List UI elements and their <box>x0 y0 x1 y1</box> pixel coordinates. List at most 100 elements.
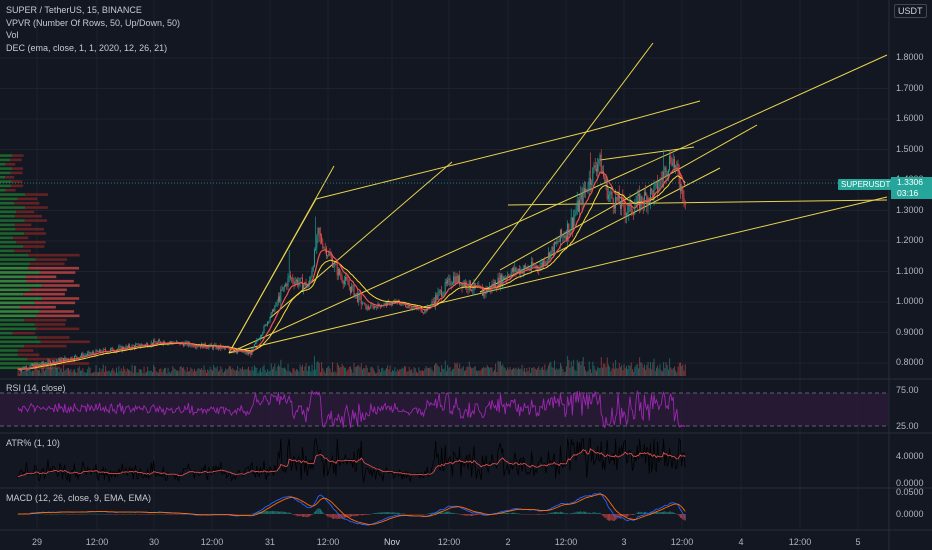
candle-body <box>371 305 373 306</box>
macd-hist-bar <box>660 511 662 514</box>
macd-hist-bar <box>171 514 173 515</box>
volume-bar <box>70 368 72 376</box>
volume-bar <box>534 368 536 376</box>
candle-body <box>35 363 37 368</box>
volume-indicator-label[interactable]: Vol <box>6 30 19 40</box>
volume-bar <box>672 368 674 376</box>
macd-hist-bar <box>154 513 156 515</box>
volume-bar <box>269 370 271 376</box>
candle-body <box>375 306 377 307</box>
volume-bar <box>311 364 313 376</box>
volume-bar <box>645 369 647 376</box>
macd-hist-bar <box>659 512 661 514</box>
macd-hist-bar <box>96 513 98 515</box>
rsi-pane-label[interactable]: RSI (14, close) <box>6 383 66 393</box>
macd-hist-bar <box>441 512 443 514</box>
macd-hist-bar <box>676 513 678 515</box>
volume-bar <box>551 367 553 376</box>
candle-body <box>145 343 147 345</box>
volume-bar <box>30 371 32 376</box>
macd-hist-bar <box>163 514 165 515</box>
candle-body <box>592 167 594 184</box>
candle-body <box>603 171 605 177</box>
currency-badge[interactable]: USDT <box>894 4 927 18</box>
volume-bar <box>424 368 426 376</box>
macd-hist-bar <box>141 514 143 515</box>
volume-bar <box>173 368 175 376</box>
candle-body <box>580 193 582 200</box>
macd-hist-bar <box>301 514 303 517</box>
candle-body <box>511 268 513 272</box>
candle-body <box>65 357 67 360</box>
vpvr-row-up <box>0 357 28 361</box>
macd-hist-bar <box>573 512 575 514</box>
symbol-title[interactable]: SUPER / TetherUS, 15, BINANCE <box>6 5 142 15</box>
volume-bar <box>460 368 462 376</box>
candle-body <box>582 188 584 205</box>
macd-hist-bar <box>363 514 365 516</box>
volume-bar <box>536 369 537 376</box>
volume-bar <box>372 368 374 376</box>
volume-bar <box>578 362 579 376</box>
volume-bar <box>503 367 505 376</box>
volume-bar <box>545 370 547 376</box>
macd-hist-bar <box>463 514 465 516</box>
macd-hist-bar <box>461 514 463 516</box>
macd-pane-label[interactable]: MACD (12, 26, close, 9, EMA, EMA) <box>6 493 152 503</box>
candle-body <box>633 213 635 215</box>
volume-bar <box>527 371 529 376</box>
candle-body <box>76 355 78 358</box>
volume-bar <box>400 369 402 376</box>
volume-bar <box>653 358 655 376</box>
candle-body <box>58 358 60 361</box>
candle-body <box>232 351 234 352</box>
candle-body <box>681 186 683 192</box>
volume-bar <box>608 364 609 376</box>
macd-hist-bar <box>599 512 601 514</box>
candle-body <box>562 235 564 237</box>
volume-bar <box>548 365 549 376</box>
candle-body <box>270 312 272 318</box>
macd-hist-bar <box>501 513 503 514</box>
volume-bar <box>281 367 283 376</box>
volume-bar <box>380 372 381 376</box>
candle-body <box>597 164 599 172</box>
macd-hist-bar <box>466 514 468 516</box>
volume-bar <box>287 364 289 376</box>
macd-hist-bar <box>107 514 109 515</box>
candle-body <box>53 360 55 364</box>
volume-bar <box>659 363 661 376</box>
volume-bar <box>382 367 384 376</box>
candle-body <box>441 290 443 297</box>
candle-body <box>96 350 98 352</box>
macd-hist-bar <box>469 514 471 516</box>
atr-pane-label[interactable]: ATR% (1, 10) <box>6 438 60 448</box>
volume-bar <box>267 369 269 376</box>
vpvr-row-up <box>0 362 48 365</box>
volume-bar <box>539 369 541 376</box>
candle-body <box>586 188 588 191</box>
volume-bar <box>130 371 132 376</box>
dec-indicator-label[interactable]: DEC (ema, close, 1, 1, 2020, 12, 26, 21) <box>6 42 168 53</box>
volume-bar <box>72 370 74 376</box>
candle-body <box>288 275 290 278</box>
macd-hist-bar <box>615 514 617 520</box>
macd-hist-bar <box>313 512 315 514</box>
macd-hist-bar <box>65 513 67 515</box>
bar-countdown: 03:16 <box>897 187 919 198</box>
volume-bar <box>236 369 237 376</box>
candle-body <box>291 278 293 279</box>
volume-bar <box>684 364 686 376</box>
candle-body <box>438 290 440 293</box>
volume-bar <box>210 369 212 376</box>
macd-hist-bar <box>231 514 233 515</box>
volume-bar <box>294 370 296 376</box>
volume-bar <box>116 367 117 376</box>
candle-body <box>73 356 75 360</box>
volume-bar <box>198 368 200 376</box>
volume-bar <box>509 366 511 376</box>
macd-hist-bar <box>90 513 92 515</box>
candle-body <box>619 204 621 209</box>
vpvr-indicator-label[interactable]: VPVR (Number Of Rows, 50, Up/Down, 50) <box>6 17 181 28</box>
